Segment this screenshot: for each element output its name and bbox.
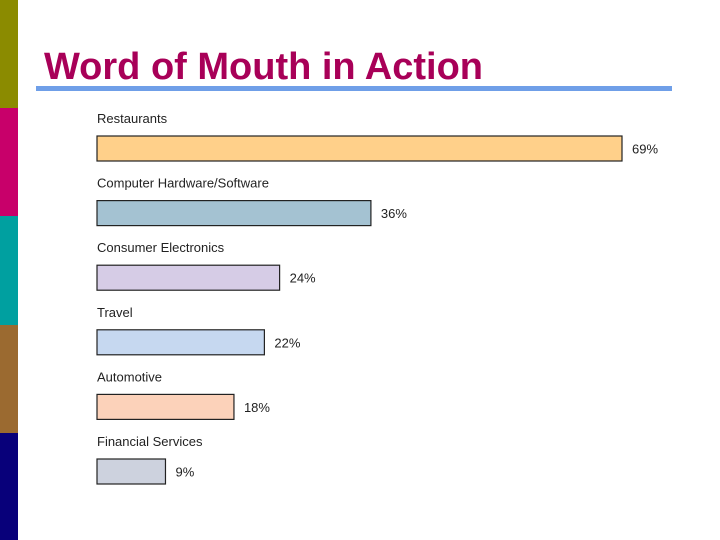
- category-label: Consumer Electronics: [97, 240, 225, 255]
- side-strip-segment: [0, 216, 18, 325]
- value-label: 22%: [274, 335, 300, 350]
- bar: [96, 393, 235, 420]
- title-underline: [36, 86, 672, 91]
- category-label: Travel: [97, 305, 133, 320]
- category-label: Restaurants: [97, 111, 168, 126]
- side-strip-segment: [0, 433, 18, 540]
- category-label: Computer Hardware/Software: [97, 176, 269, 191]
- side-strip-segment: [0, 108, 18, 216]
- bar: [96, 329, 265, 356]
- category-label: Financial Services: [97, 434, 203, 449]
- side-strip-segment: [0, 325, 18, 433]
- value-label: 18%: [244, 400, 270, 415]
- bar: [96, 458, 167, 485]
- bar: [96, 135, 623, 162]
- value-label: 36%: [381, 206, 407, 221]
- value-label: 9%: [175, 465, 194, 480]
- side-strip-segment: [0, 0, 18, 108]
- bar: [96, 264, 281, 291]
- category-label: Automotive: [97, 369, 162, 384]
- slide-title: Word of Mouth in Action: [44, 46, 484, 88]
- value-label: 69%: [632, 142, 658, 157]
- bar: [96, 200, 372, 227]
- value-label: 24%: [290, 271, 316, 286]
